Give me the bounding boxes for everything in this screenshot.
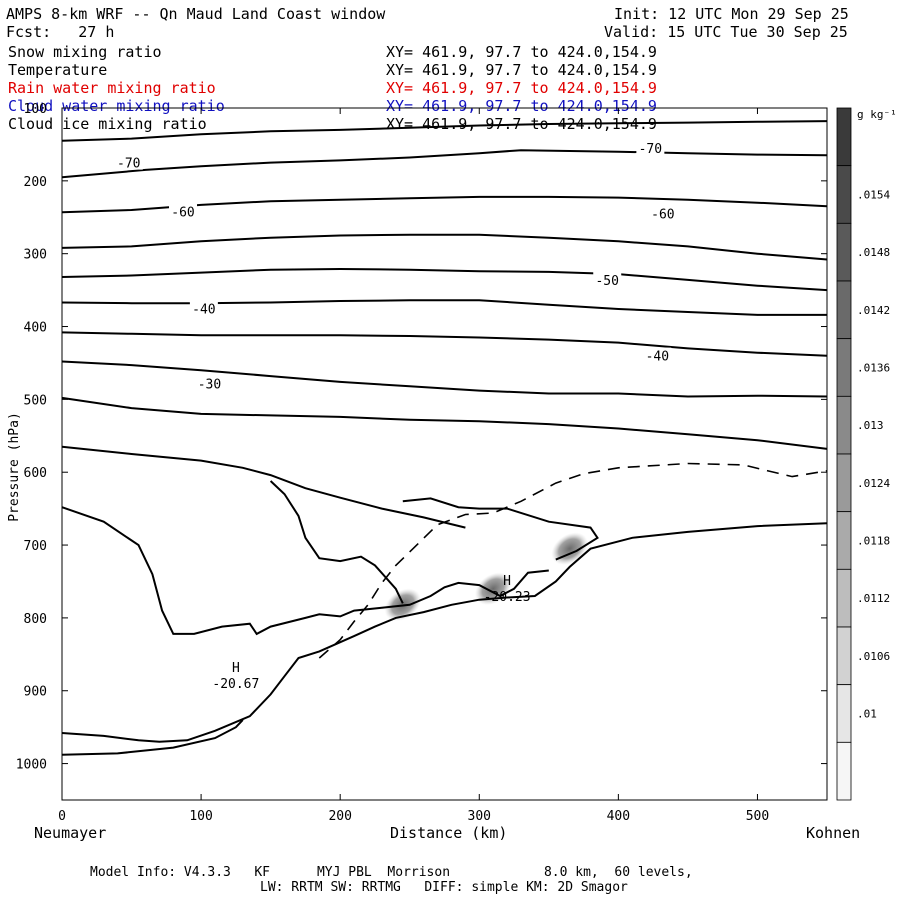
field-name: Snow mixing ratio [8, 43, 162, 61]
isotherm-label: -40 [646, 350, 669, 365]
colorbar-label: .0148 [857, 246, 890, 259]
isotherm-line [61, 149, 828, 179]
y-tick-label: 600 [24, 466, 47, 481]
isotherm-line [61, 120, 828, 142]
isotherm-line [61, 331, 828, 357]
colorbar-label: .013 [857, 419, 884, 432]
isotherm-line [61, 445, 466, 529]
y-tick-label: 100 [24, 102, 47, 117]
isotherm-label: -40 [192, 302, 215, 317]
colorbar-label: .0124 [857, 477, 890, 490]
isotherm-label: -70 [639, 142, 662, 157]
y-tick-label: 200 [24, 175, 47, 190]
colorbar-swatch [836, 395, 852, 455]
temperature-contour [61, 522, 828, 743]
isotherm-line [61, 233, 828, 261]
mixing-ratio-shade [474, 572, 512, 605]
x-tick-label: 0 [58, 809, 66, 824]
y-tick-label: 700 [24, 539, 47, 554]
colorbar-swatch [836, 511, 852, 570]
y-tick-label: 400 [24, 321, 47, 336]
colorbar-swatch [836, 107, 852, 167]
model-info-line1: Model Info: V4.3.3 KF MYJ PBL Morrison 8… [90, 865, 693, 880]
y-tick-label: 1000 [16, 758, 47, 773]
colorbar-label: .0112 [857, 592, 890, 605]
colorbar-label: .0106 [857, 650, 890, 663]
field-xy-range: XY= 461.9, 97.7 to 424.0,154.9 [386, 43, 657, 61]
field-xy-range: XY= 461.9, 97.7 to 424.0,154.9 [386, 79, 657, 97]
isotherm-line [61, 267, 828, 292]
temperature-contour [61, 719, 244, 756]
field-xy-range: XY= 461.9, 97.7 to 424.0,154.9 [386, 97, 657, 115]
isotherm-label: -60 [171, 205, 194, 220]
y-tick-label: 900 [24, 685, 47, 700]
temperature-contour [269, 480, 404, 604]
isotherm-label: -60 [651, 208, 674, 223]
y-tick-label: 800 [24, 612, 47, 627]
colorbar-swatch [836, 165, 852, 224]
field-name: Cloud water mixing ratio [8, 97, 225, 115]
y-tick-label: 500 [24, 393, 47, 408]
field-name: Temperature [8, 61, 108, 79]
colorbar-swatch [836, 453, 852, 513]
x-tick-label: 400 [607, 809, 630, 824]
high-value: -20.67 [212, 677, 259, 692]
temperature-contour [402, 497, 599, 561]
chart-title: AMPS 8-km WRF -- Qn Maud Land Coast wind… [6, 5, 386, 23]
isotherm-line [61, 299, 827, 316]
x-tick-label: 200 [328, 809, 351, 824]
isotherm-line [61, 396, 828, 450]
temperature-contour [61, 506, 549, 636]
high-marker: H [503, 574, 511, 589]
colorbar-swatch [836, 222, 852, 282]
x-left-label: Neumayer [34, 824, 107, 842]
isotherm-label: -50 [595, 274, 618, 289]
isotherm-label: -30 [198, 377, 221, 392]
x-axis-label: Distance (km) [390, 824, 508, 842]
colorbar-swatch [836, 626, 852, 686]
high-value: -20.23 [484, 590, 531, 605]
isotherm-label: -70 [117, 157, 140, 172]
x-tick-label: 300 [468, 809, 491, 824]
mixing-ratio-shade [551, 532, 588, 565]
init-time: Init: 12 UTC Mon 29 Sep 25 [614, 5, 849, 23]
model-info-line2: LW: RRTM SW: RRTMG DIFF: simple KM: 2D S… [260, 880, 628, 895]
y-tick-label: 300 [24, 248, 47, 263]
colorbar-label: .0118 [857, 535, 890, 548]
x-tick-label: 100 [189, 809, 212, 824]
plot-frame [61, 107, 828, 801]
colorbar-swatch [836, 338, 852, 397]
valid-time: Valid: 15 UTC Tue 30 Sep 25 [604, 23, 848, 41]
x-right-label: Kohnen [806, 824, 861, 842]
colorbar-label: .0136 [857, 362, 890, 375]
isotherm-line [61, 360, 828, 398]
colorbar-label: .01 [857, 708, 877, 721]
colorbar-swatch [836, 568, 852, 628]
x-tick-label: 500 [746, 809, 769, 824]
colorbar-swatch [836, 280, 852, 340]
colorbar-swatch [836, 684, 852, 743]
colorbar-label: .0154 [857, 189, 890, 202]
y-axis-label: Pressure (hPa) [6, 412, 22, 522]
field-name: Cloud ice mixing ratio [8, 115, 207, 133]
field-name: Rain water mixing ratio [8, 79, 216, 97]
forecast-hour: Fcst: 27 h [6, 23, 115, 41]
high-marker: H [232, 661, 240, 676]
colorbar-label: .0142 [857, 304, 890, 317]
colorbar-swatch [836, 741, 852, 801]
colorbar-unit: g kg⁻¹ [857, 108, 897, 121]
field-xy-range: XY= 461.9, 97.7 to 424.0,154.9 [386, 61, 657, 79]
